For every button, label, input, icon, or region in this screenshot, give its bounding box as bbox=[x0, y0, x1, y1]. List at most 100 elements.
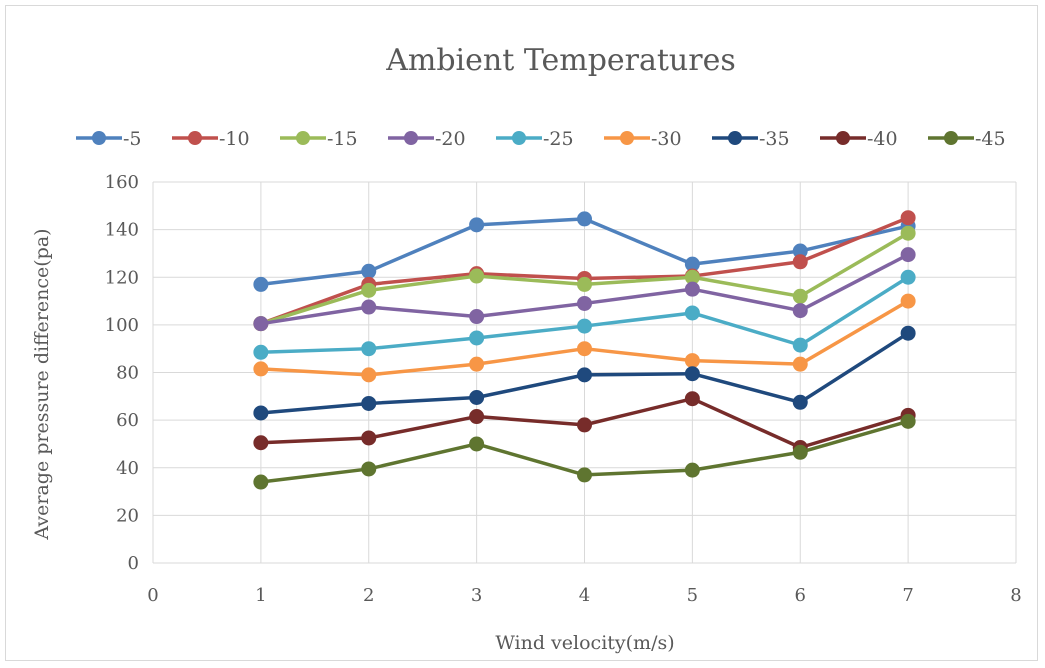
x-tick-label: 0 bbox=[147, 585, 158, 606]
data-point bbox=[253, 435, 269, 451]
x-tick-label: 4 bbox=[579, 585, 590, 606]
x-axis-ticks: 0 1 2 3 4 5 6 7 8 bbox=[147, 585, 1021, 606]
data-point bbox=[469, 217, 485, 233]
data-point bbox=[684, 391, 700, 407]
data-point bbox=[253, 405, 269, 421]
series-25 bbox=[253, 269, 916, 360]
data-point bbox=[361, 341, 377, 357]
y-tick-label: 20 bbox=[116, 505, 139, 526]
y-axis-title: Average pressure difference(pa) bbox=[31, 228, 53, 540]
data-point bbox=[469, 309, 485, 325]
legend-label: -10 bbox=[219, 128, 250, 150]
data-point bbox=[577, 367, 592, 383]
y-tick-label: 40 bbox=[116, 458, 139, 479]
data-point bbox=[684, 353, 700, 369]
data-point bbox=[577, 318, 592, 334]
x-tick-label: 8 bbox=[1010, 585, 1021, 606]
line-chart: Ambient Temperatures -5 -10 -15 -20 -25 -30 -3… bbox=[31, 43, 1022, 654]
data-point bbox=[361, 299, 377, 315]
data-point bbox=[253, 344, 269, 360]
data-point bbox=[792, 254, 808, 270]
legend-marker bbox=[620, 131, 634, 145]
data-point bbox=[253, 276, 269, 292]
legend-label: -5 bbox=[123, 128, 142, 150]
data-point bbox=[469, 356, 485, 372]
data-point bbox=[469, 330, 485, 346]
data-point bbox=[900, 247, 916, 263]
data-point bbox=[792, 303, 808, 319]
legend-marker bbox=[92, 131, 106, 145]
chart-title: Ambient Temperatures bbox=[385, 43, 736, 78]
x-axis-title: Wind velocity(m/s) bbox=[495, 632, 674, 654]
y-tick-label: 160 bbox=[105, 172, 139, 193]
data-point bbox=[792, 288, 808, 304]
x-tick-label: 7 bbox=[902, 585, 913, 606]
legend-item: -5 bbox=[76, 128, 142, 150]
legend: -5 -10 -15 -20 -25 -30 -35 -40 -45 bbox=[76, 128, 1006, 150]
y-tick-label: 140 bbox=[105, 220, 139, 241]
data-point bbox=[577, 467, 592, 483]
legend-item: -15 bbox=[280, 128, 358, 150]
data-point bbox=[900, 293, 916, 309]
y-tick-label: 0 bbox=[128, 553, 139, 574]
data-point bbox=[253, 361, 269, 377]
data-point bbox=[900, 225, 916, 241]
legend-label: -15 bbox=[327, 128, 358, 150]
data-point bbox=[361, 461, 377, 477]
data-point bbox=[792, 394, 808, 410]
data-point bbox=[577, 295, 592, 311]
data-point bbox=[361, 395, 377, 411]
chart-area: Ambient Temperatures -5 -10 -15 -20 -25 -30 -3… bbox=[5, 5, 1038, 661]
legend-marker bbox=[728, 131, 742, 145]
series-45 bbox=[253, 413, 916, 490]
data-point bbox=[792, 337, 808, 353]
data-point bbox=[469, 436, 485, 452]
data-point bbox=[792, 356, 808, 372]
data-point bbox=[900, 210, 916, 226]
legend-marker bbox=[188, 131, 202, 145]
legend-label: -40 bbox=[867, 128, 898, 150]
legend-item: -30 bbox=[604, 128, 682, 150]
data-point bbox=[577, 276, 592, 292]
data-point bbox=[253, 474, 269, 490]
data-point bbox=[900, 325, 916, 341]
series-group bbox=[253, 210, 916, 490]
data-point bbox=[792, 444, 808, 460]
data-point bbox=[684, 462, 700, 478]
data-point bbox=[253, 316, 269, 332]
legend-item: -40 bbox=[820, 128, 898, 150]
legend-label: -45 bbox=[975, 128, 1006, 150]
legend-label: -20 bbox=[435, 128, 466, 150]
legend-marker bbox=[296, 131, 310, 145]
data-point bbox=[361, 367, 377, 383]
data-point bbox=[577, 417, 592, 433]
x-tick-label: 5 bbox=[687, 585, 698, 606]
legend-marker bbox=[836, 131, 850, 145]
data-point bbox=[361, 263, 377, 279]
data-point bbox=[684, 281, 700, 297]
data-point bbox=[900, 413, 916, 429]
legend-item: -45 bbox=[928, 128, 1006, 150]
data-point bbox=[361, 430, 377, 446]
data-point bbox=[684, 305, 700, 321]
legend-label: -35 bbox=[759, 128, 790, 150]
y-tick-label: 60 bbox=[116, 410, 139, 431]
x-tick-label: 3 bbox=[471, 585, 482, 606]
data-point bbox=[469, 409, 485, 425]
legend-item: -25 bbox=[496, 128, 574, 150]
x-tick-label: 6 bbox=[795, 585, 806, 606]
series-20 bbox=[253, 247, 916, 332]
data-point bbox=[900, 269, 916, 285]
legend-label: -25 bbox=[543, 128, 574, 150]
y-tick-label: 100 bbox=[105, 315, 139, 336]
data-point bbox=[577, 211, 592, 227]
series-35 bbox=[253, 325, 916, 421]
data-point bbox=[577, 341, 592, 357]
y-tick-label: 120 bbox=[105, 267, 139, 288]
x-tick-label: 2 bbox=[363, 585, 374, 606]
legend-marker bbox=[512, 131, 526, 145]
legend-item: -20 bbox=[388, 128, 466, 150]
data-point bbox=[361, 282, 377, 298]
data-point bbox=[684, 366, 700, 382]
data-point bbox=[469, 268, 485, 284]
